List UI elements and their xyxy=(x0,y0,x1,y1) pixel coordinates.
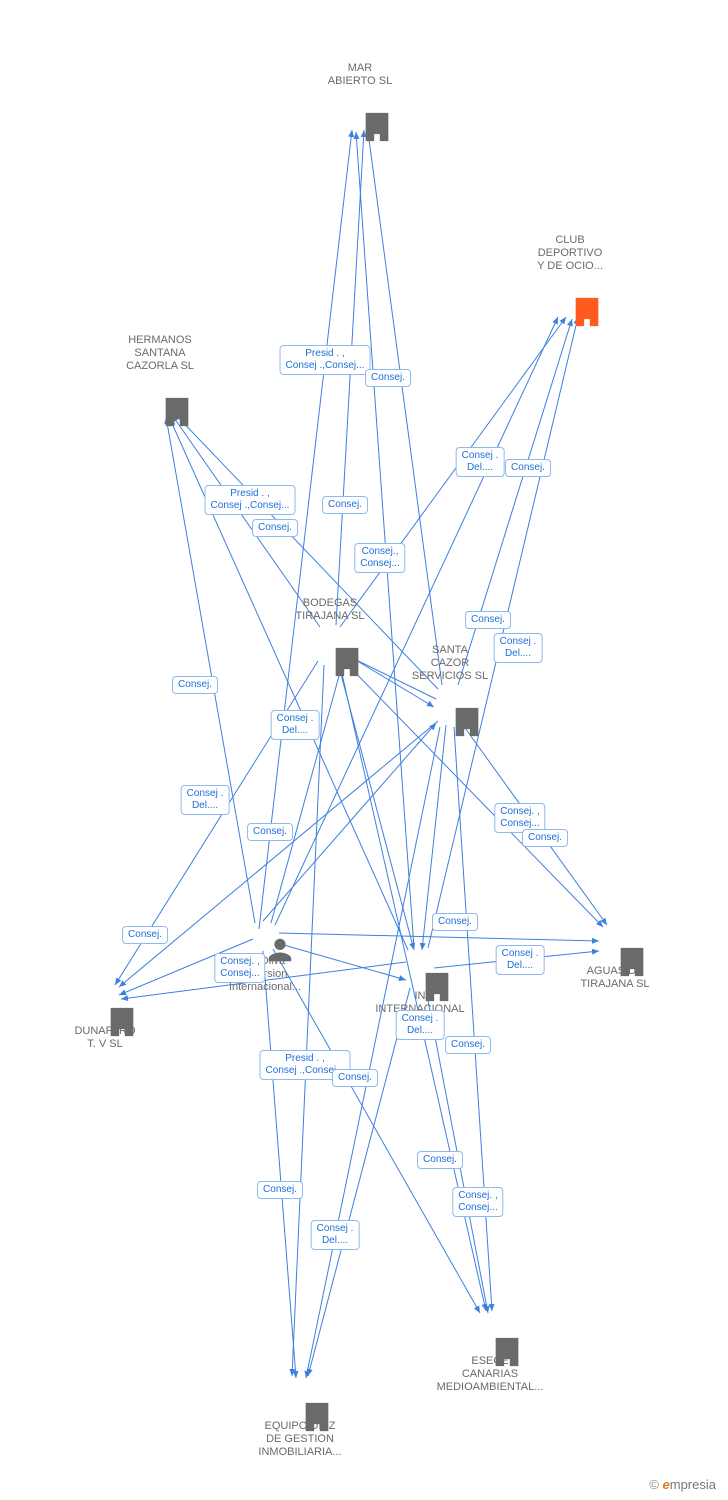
edge xyxy=(306,727,440,1378)
edge xyxy=(422,725,446,950)
edge xyxy=(277,943,406,980)
edge xyxy=(434,951,599,968)
brand-rest: mpresia xyxy=(670,1477,716,1492)
edge xyxy=(172,415,320,627)
edge xyxy=(271,665,342,923)
edge xyxy=(170,419,408,950)
edge xyxy=(263,951,296,1378)
edge xyxy=(342,659,603,927)
edge xyxy=(340,317,566,627)
network-svg xyxy=(0,0,728,1500)
edge xyxy=(336,130,364,625)
edge xyxy=(279,933,599,941)
edge xyxy=(368,132,442,685)
edge xyxy=(273,949,480,1313)
edge xyxy=(460,721,607,925)
edge xyxy=(340,665,486,1311)
edge xyxy=(166,417,255,923)
edge xyxy=(454,727,492,1311)
edge xyxy=(344,653,434,707)
brand-e: e xyxy=(663,1477,670,1492)
edge xyxy=(174,413,438,689)
edge xyxy=(458,319,572,685)
copyright-symbol: © xyxy=(649,1477,659,1492)
edge xyxy=(275,317,558,925)
copyright: © empresia xyxy=(649,1477,716,1492)
edge xyxy=(115,661,318,985)
edge xyxy=(292,665,324,1376)
edge xyxy=(259,130,352,929)
edge xyxy=(426,990,488,1313)
edge xyxy=(308,988,410,1376)
edge xyxy=(356,132,414,948)
